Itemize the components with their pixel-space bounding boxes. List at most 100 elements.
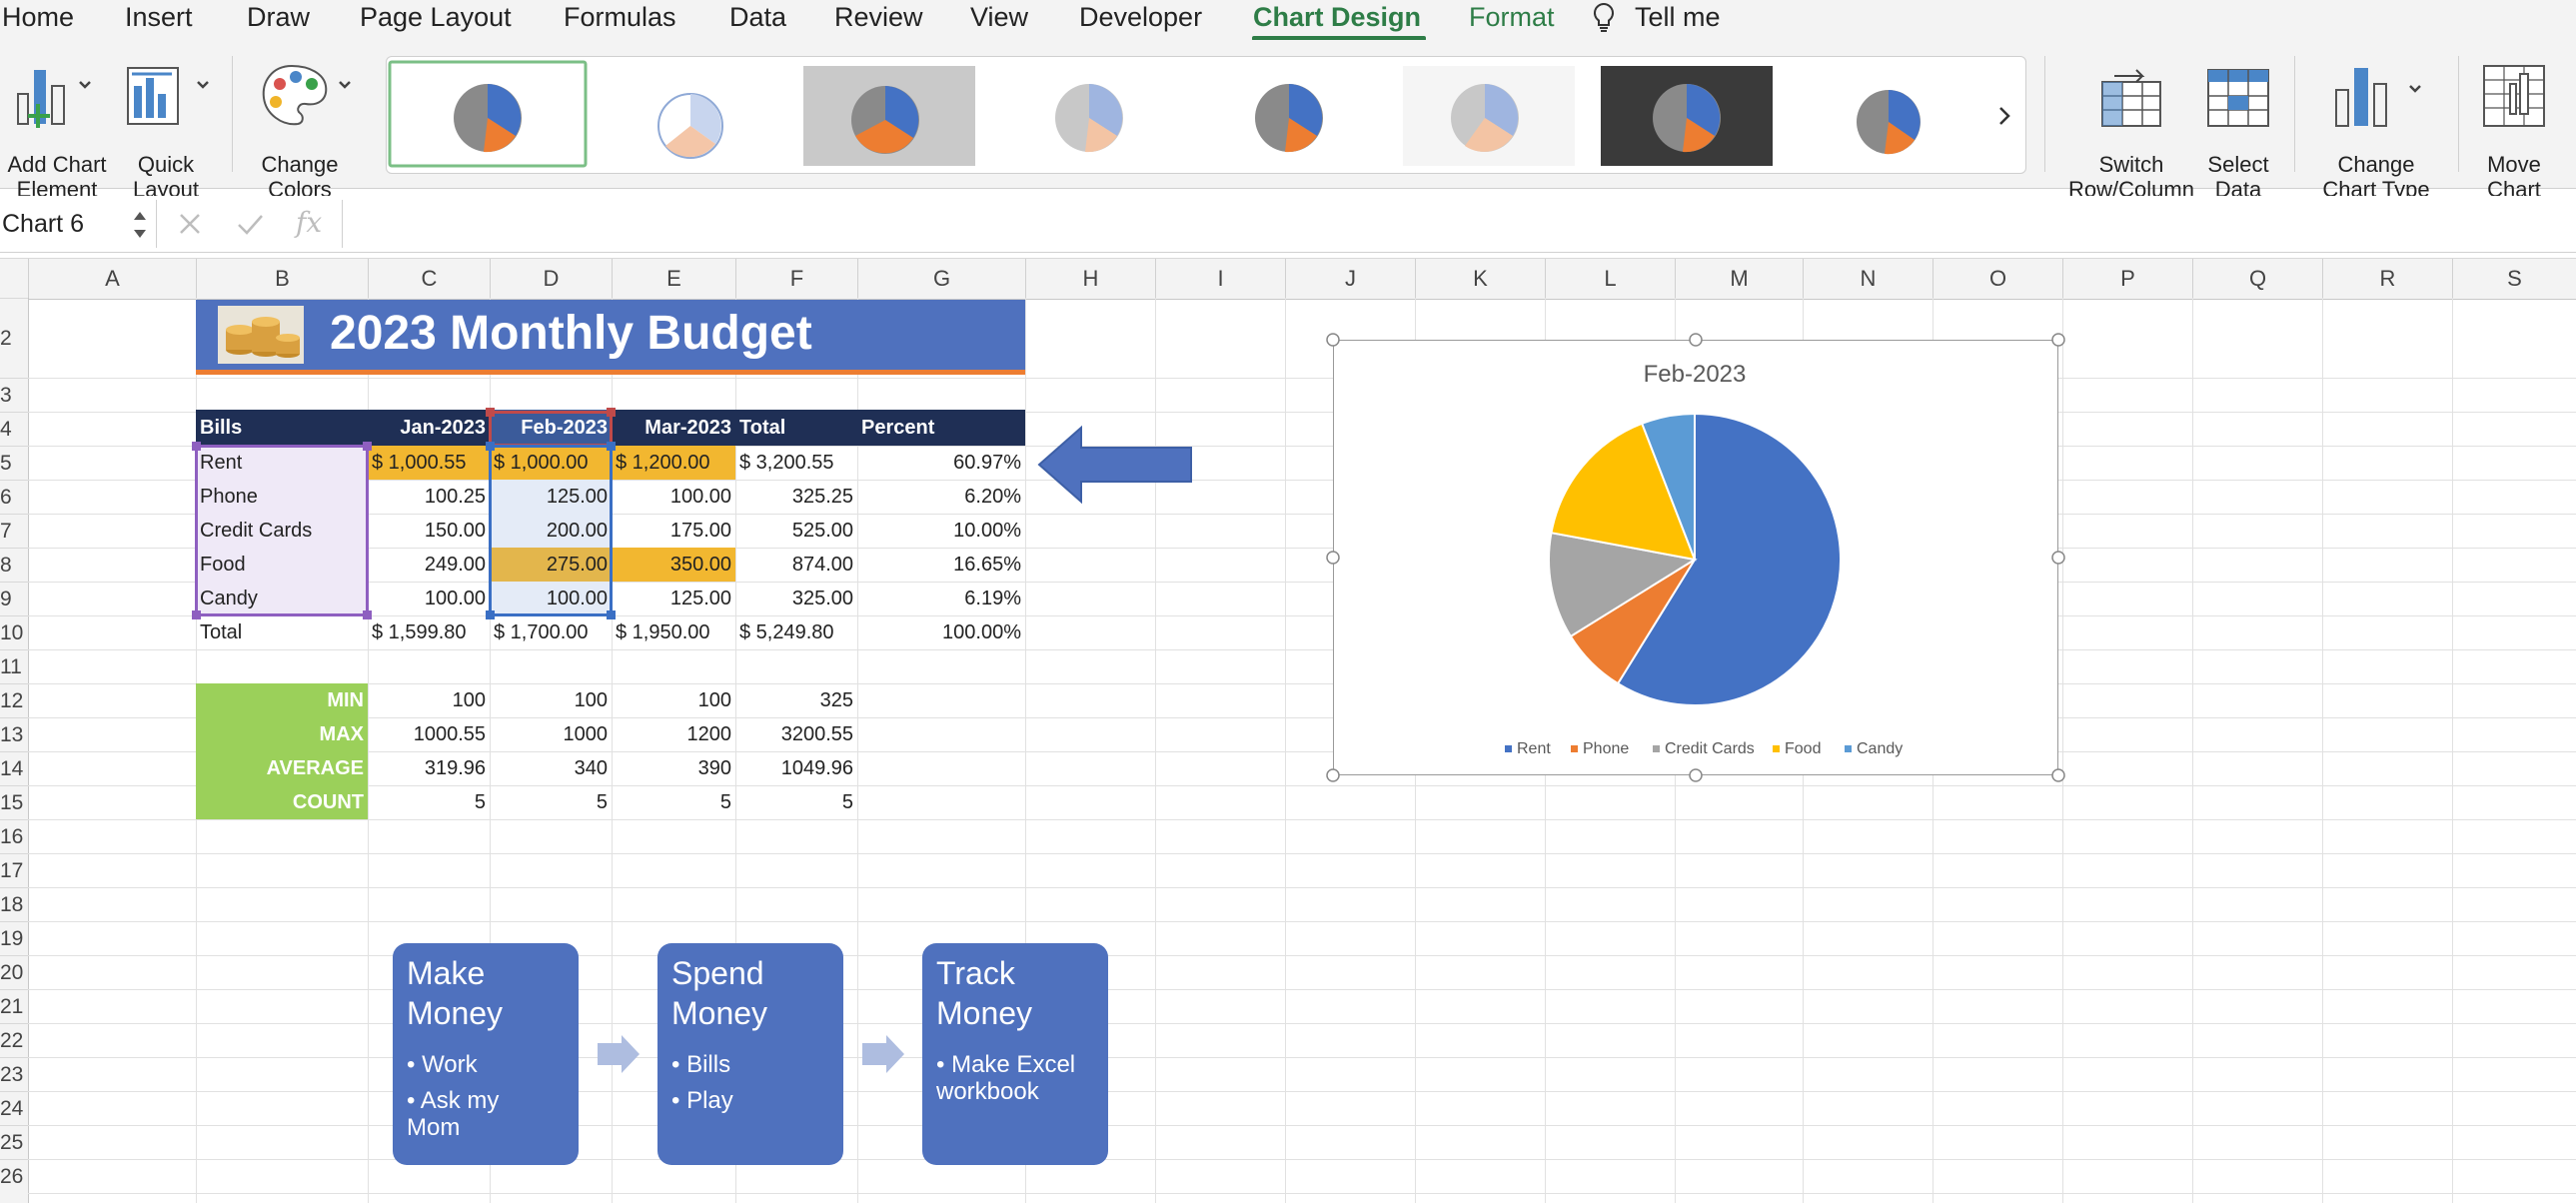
row-header[interactable]: 24	[0, 1091, 28, 1125]
resize-handle[interactable]	[1326, 768, 1340, 782]
table-cell[interactable]: 325.00	[791, 588, 853, 609]
name-box-stepper-icon[interactable]	[130, 206, 150, 244]
row-header[interactable]: 6	[0, 480, 28, 514]
pie-slice-credit-cards[interactable]	[1548, 532, 1698, 638]
row-header[interactable]: 20	[0, 955, 28, 989]
column-header[interactable]: Q	[2192, 259, 2322, 299]
tab-formulas[interactable]: Formulas	[564, 2, 676, 32]
chart-style-5[interactable]	[1255, 84, 1323, 153]
table-cell[interactable]: 390	[697, 757, 731, 779]
row-header[interactable]: 16	[0, 819, 28, 853]
column-header[interactable]: K	[1415, 259, 1545, 299]
tab-insert[interactable]: Insert	[125, 2, 193, 32]
table-cell[interactable]: 1049.96	[780, 757, 853, 779]
stat-label-average[interactable]: AVERAGE	[266, 757, 364, 779]
table-cell[interactable]: 525.00	[791, 520, 853, 542]
row-header[interactable]: 14	[0, 751, 28, 785]
row-header[interactable]: 18	[0, 887, 28, 921]
pie-slice-candy[interactable]	[1640, 412, 1696, 561]
row-header[interactable]: 26	[0, 1159, 28, 1193]
table-cell[interactable]: 175.00	[669, 520, 731, 542]
tab-data[interactable]: Data	[729, 2, 787, 32]
chart-style-8[interactable]	[1857, 90, 1921, 155]
table-cell[interactable]: 125.00	[546, 486, 608, 508]
legend-label[interactable]: Rent	[1517, 740, 1551, 757]
table-cell[interactable]: Total	[200, 621, 243, 643]
table-cell[interactable]: 340	[574, 757, 608, 779]
table-cell[interactable]: 6.19%	[964, 588, 1021, 609]
column-header[interactable]: J	[1285, 259, 1415, 299]
legend-label[interactable]: Candy	[1857, 740, 1903, 757]
column-header[interactable]: L	[1545, 259, 1675, 299]
row-header[interactable]: 10	[0, 615, 28, 649]
table-cell[interactable]: $ 1,200.00	[616, 452, 710, 474]
table-cell[interactable]: $ 1,000.00	[494, 452, 589, 474]
table-cell[interactable]: 10.00%	[953, 520, 1021, 542]
column-header[interactable]: N	[1803, 259, 1932, 299]
tab-view[interactable]: View	[970, 2, 1029, 32]
tab-format[interactable]: Format	[1469, 2, 1555, 32]
stat-label-count[interactable]: COUNT	[292, 791, 364, 813]
table-cell[interactable]: 275.00	[546, 554, 608, 576]
switch-row-column-button[interactable]: Switch Row/Column	[2066, 60, 2196, 202]
tab-home[interactable]: Home	[2, 2, 75, 32]
chart-style-4[interactable]	[1055, 84, 1123, 153]
tab-page-layout[interactable]: Page Layout	[360, 2, 512, 32]
row-header[interactable]: 8	[0, 548, 28, 582]
table-cell[interactable]: $ 5,249.80	[739, 621, 834, 643]
chart-resize-handles[interactable]	[1326, 333, 2065, 782]
table-cell[interactable]: 874.00	[791, 554, 853, 576]
column-header[interactable]: G	[857, 259, 1025, 299]
resize-handle[interactable]	[2051, 551, 2065, 565]
left-arrow-shape[interactable]	[1035, 424, 1195, 506]
table-cell[interactable]: 100	[574, 689, 608, 711]
header-jan[interactable]: Jan-2023	[400, 417, 486, 439]
table-cell[interactable]: 5	[596, 791, 608, 813]
table-cell[interactable]: 200.00	[546, 520, 608, 542]
legend-label[interactable]: Phone	[1583, 740, 1629, 757]
chart-style-6[interactable]	[1403, 66, 1575, 166]
table-cell[interactable]: 100.00%	[942, 621, 1021, 643]
column-header[interactable]: M	[1675, 259, 1803, 299]
row-header[interactable]: 5	[0, 446, 28, 480]
table-cell[interactable]: 100	[697, 689, 731, 711]
table-cell[interactable]: 325	[819, 689, 853, 711]
table-cell[interactable]: $ 3,200.55	[739, 452, 834, 474]
table-cell[interactable]: 3200.55	[780, 723, 853, 745]
tab-draw[interactable]: Draw	[247, 2, 311, 32]
table-cell[interactable]: 1200	[686, 723, 732, 745]
column-header[interactable]: F	[735, 259, 857, 299]
chart-style-3[interactable]	[803, 66, 975, 166]
table-cell[interactable]: Rent	[200, 452, 243, 474]
table-cell[interactable]: $ 1,950.00	[616, 621, 710, 643]
header-total[interactable]: Total	[739, 417, 786, 439]
column-header[interactable]: A	[28, 259, 196, 299]
resize-handle[interactable]	[1689, 333, 1703, 347]
table-cell[interactable]: 325.25	[791, 486, 853, 508]
row-header[interactable]: 3	[0, 378, 28, 412]
header-mar[interactable]: Mar-2023	[644, 417, 731, 439]
column-header[interactable]: I	[1155, 259, 1285, 299]
insert-function-icon[interactable]: fx	[296, 206, 323, 239]
tab-chart-design[interactable]: Chart Design	[1253, 2, 1422, 32]
column-header[interactable]: P	[2062, 259, 2192, 299]
column-header[interactable]: D	[490, 259, 612, 299]
stat-label-min[interactable]: MIN	[327, 689, 364, 711]
chart-style-2[interactable]	[657, 93, 723, 159]
table-cell[interactable]: 5	[474, 791, 486, 813]
row-header[interactable]: 21	[0, 989, 28, 1023]
table-cell[interactable]: $ 1,700.00	[494, 621, 589, 643]
pie-chart[interactable]: Feb-2023 Rent Phone Credit Cards Food Candy	[1325, 332, 2068, 785]
table-cell[interactable]: Phone	[200, 486, 258, 508]
table-cell[interactable]: Credit Cards	[200, 520, 313, 542]
legend-label[interactable]: Food	[1785, 740, 1821, 757]
smartart-step-make-money[interactable]: Make Money • Work • Ask my Mom	[393, 943, 579, 1165]
table-cell[interactable]: 100.00	[546, 588, 608, 609]
column-header[interactable]: B	[196, 259, 368, 299]
table-cell[interactable]: 60.97%	[953, 452, 1021, 474]
row-header[interactable]: 25	[0, 1125, 28, 1159]
resize-handle[interactable]	[1326, 333, 1340, 347]
resize-handle[interactable]	[1326, 551, 1340, 565]
row-header[interactable]: 19	[0, 921, 28, 955]
column-header[interactable]: E	[612, 259, 735, 299]
